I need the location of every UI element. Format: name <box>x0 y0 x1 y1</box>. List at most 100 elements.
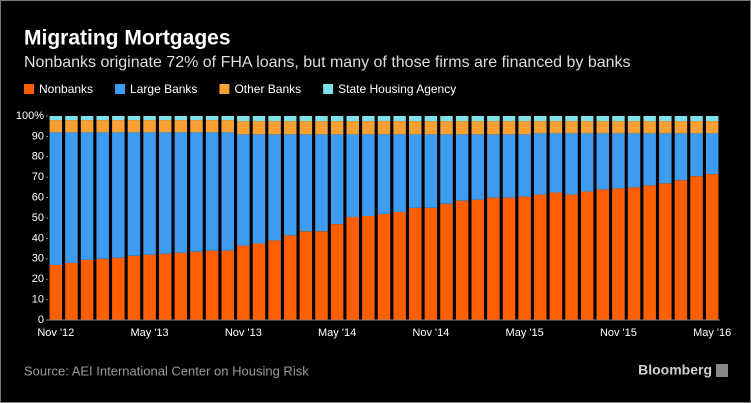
bar-segment <box>158 132 172 254</box>
bar-segment <box>80 132 94 260</box>
bar-segment <box>299 121 313 135</box>
y-tick-label: 80 <box>32 151 44 163</box>
bar-segment <box>158 116 172 121</box>
bar-segment <box>299 231 313 320</box>
bar-segment <box>143 116 156 121</box>
bar-segment <box>690 133 703 177</box>
y-tick-label: 90 <box>32 130 44 142</box>
y-tick-label: 0 <box>38 314 44 326</box>
bar-segment <box>96 116 109 121</box>
bar-segment <box>549 116 563 122</box>
bar-segment <box>690 116 703 122</box>
bar-segment <box>49 264 63 320</box>
bar-segment <box>174 116 188 121</box>
logo: Bloomberg <box>638 362 712 378</box>
bar-segment <box>143 120 156 133</box>
bar-segment <box>424 207 438 320</box>
bar-segment <box>377 134 391 214</box>
bar-segment <box>346 216 359 320</box>
bar-segment <box>627 116 641 122</box>
bar-segment <box>659 133 672 184</box>
bar-segment <box>518 134 531 197</box>
bar-segment <box>80 259 94 320</box>
bar-segment <box>534 133 547 195</box>
bar-segment <box>549 121 563 134</box>
bar-segment <box>315 134 328 232</box>
bar-segment <box>627 187 641 320</box>
x-tick-label: May '13 <box>130 327 168 339</box>
bar-segment <box>205 250 219 320</box>
bar-segment <box>612 133 625 189</box>
bar-segment <box>80 120 94 133</box>
bar-segment <box>502 134 516 198</box>
source: Source: AEI International Center on Hous… <box>24 363 309 378</box>
bar-segment <box>190 251 203 320</box>
bar-segment <box>659 116 672 122</box>
bar-segment <box>112 116 125 121</box>
bar-segment <box>65 120 78 133</box>
bar-segment <box>174 120 188 133</box>
bar-segment <box>127 132 141 256</box>
bar-segment <box>174 252 188 320</box>
bar-segment <box>674 121 688 134</box>
bar-segment <box>565 133 578 195</box>
bar-segment <box>549 192 563 320</box>
bar-segment <box>127 116 141 121</box>
bar-segment <box>221 132 234 251</box>
bar-segment <box>643 116 656 122</box>
bar-segment <box>487 134 500 198</box>
bar-segment <box>377 116 391 122</box>
bar-segment <box>80 116 94 121</box>
bar-segment <box>612 116 625 122</box>
legend-swatch <box>24 84 34 94</box>
bar-segment <box>330 134 344 225</box>
bar-segment <box>440 203 453 320</box>
bar-segment <box>268 116 281 122</box>
bar-segment <box>252 121 266 135</box>
bar-segment <box>330 121 344 135</box>
bar-segment <box>596 116 610 122</box>
bar-segment <box>455 134 469 201</box>
bar-segment <box>393 121 406 135</box>
legend-swatch <box>323 84 334 94</box>
y-tick-label: 30 <box>32 253 44 265</box>
bar-segment <box>565 121 578 134</box>
bar-segment <box>440 116 453 122</box>
bar-segment <box>143 132 156 255</box>
bar-segment <box>487 116 500 122</box>
bar-segment <box>205 120 219 133</box>
bar-segment <box>565 194 578 320</box>
bar-segment <box>705 116 719 122</box>
bar-segment <box>440 134 453 204</box>
bar-segment <box>112 132 125 258</box>
bar-segment <box>96 120 109 133</box>
y-tick-label: 60 <box>32 192 44 204</box>
bar-segment <box>96 258 109 320</box>
bar-segment <box>409 134 422 208</box>
bar-segment <box>534 121 547 134</box>
bar-segment <box>362 121 375 135</box>
x-tick-label: Nov '12 <box>37 327 74 339</box>
bar-segment <box>580 133 594 192</box>
bar-segment <box>487 197 500 320</box>
bar-segment <box>112 120 125 133</box>
bar-segment <box>596 121 610 134</box>
legend-label: Other Banks <box>234 82 301 96</box>
bar-segment <box>518 196 531 320</box>
bar-segment <box>346 121 359 135</box>
bar-segment <box>143 254 156 320</box>
bar-segment <box>674 116 688 122</box>
bar-segment <box>362 116 375 122</box>
bar-segment <box>409 116 422 122</box>
legend-label: Large Banks <box>130 82 197 96</box>
bar-segment <box>502 197 516 320</box>
bar-segment <box>393 134 406 212</box>
bar-segment <box>690 121 703 134</box>
bar-segment <box>424 121 438 135</box>
bar-segment <box>705 121 719 134</box>
bar-segment <box>283 134 297 236</box>
bar-segment <box>612 121 625 134</box>
bar-segment <box>49 116 63 121</box>
bar-segment <box>627 133 641 188</box>
